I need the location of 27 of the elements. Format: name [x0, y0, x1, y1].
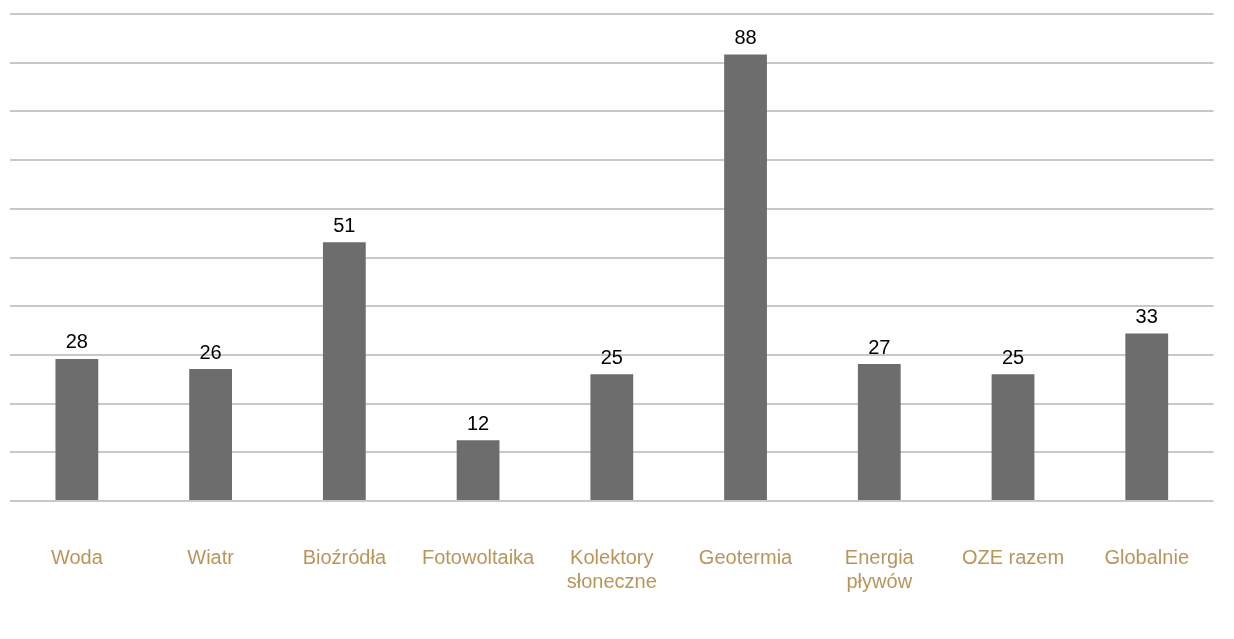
x-tick-label: Wiatr	[187, 545, 235, 568]
bar	[189, 369, 232, 500]
x-tick-label: Energia pływów	[844, 545, 915, 592]
x-tick-label: Fotowoltaika	[421, 545, 536, 568]
bar	[322, 242, 366, 500]
data-label: 28	[65, 330, 88, 353]
x-tick-label: Bioźródła	[302, 545, 387, 568]
bar	[724, 54, 767, 500]
data-label: 51	[333, 213, 356, 236]
bar	[590, 374, 634, 500]
bar	[55, 358, 99, 500]
x-tick-label: Kolektory słoneczne	[566, 545, 657, 592]
data-label: 33	[1135, 305, 1158, 328]
x-tick-label: Geotermia	[698, 545, 794, 568]
bar	[857, 364, 901, 500]
bar	[991, 374, 1035, 500]
data-label: 12	[466, 411, 490, 434]
data-label: 25	[1001, 345, 1025, 368]
bar	[1125, 333, 1169, 500]
data-label: 25	[600, 345, 623, 368]
x-tick-label: Globalnie	[1104, 545, 1190, 568]
bar	[456, 440, 500, 500]
data-label: 88	[734, 26, 757, 49]
data-label: 26	[199, 340, 222, 363]
x-tick-label: OZE razem	[961, 545, 1065, 568]
data-label: 27	[868, 335, 891, 358]
x-tick-label: Woda	[50, 545, 104, 568]
